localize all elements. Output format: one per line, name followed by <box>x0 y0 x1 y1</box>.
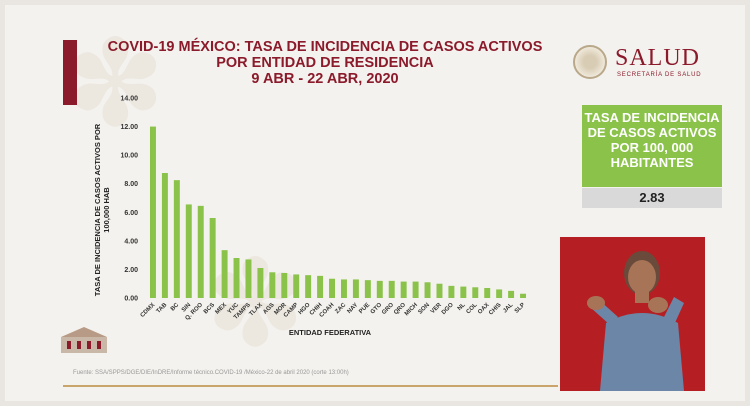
bar-qroo <box>197 205 204 298</box>
bar-tamps <box>245 259 252 298</box>
bar-pue <box>364 280 371 298</box>
x-tick-label: MICH <box>404 302 419 317</box>
x-tick-label: SON <box>417 302 430 315</box>
y-tick-label: 0.00 <box>124 296 138 303</box>
footer-divider <box>63 385 558 387</box>
bar-yuc <box>233 258 240 298</box>
x-tick-label: SIN <box>181 302 192 313</box>
x-tick-label: BCS <box>203 302 216 315</box>
chart-title: COVID-19 MÉXICO: TASA DE INCIDENCIA DE C… <box>75 39 575 87</box>
bar-bcs <box>209 218 216 298</box>
kpi-label: TASA DE INCIDENCIA DE CASOS ACTIVOS POR … <box>582 105 722 187</box>
x-tick-label: TLAX <box>248 302 263 317</box>
bar-cdmx <box>149 126 156 298</box>
bar-son <box>424 282 431 298</box>
title-line-2: POR ENTIDAD DE RESIDENCIA <box>216 55 434 71</box>
y-tick-label: 8.00 <box>124 181 138 188</box>
x-axis-label: ENTIDAD FEDERATIVA <box>289 328 372 337</box>
x-tick-label: JAL <box>502 302 514 314</box>
bar-gto <box>376 280 383 298</box>
accent-bar <box>63 40 77 105</box>
bar-mex <box>221 250 228 298</box>
building-illustration <box>59 325 109 353</box>
salud-logo: SALUD SECRETARÍA DE SALUD <box>573 45 713 85</box>
bar-bc <box>173 180 180 298</box>
title-line-3: 9 ABR - 22 ABR, 2020 <box>251 71 399 87</box>
bar-nay <box>352 279 359 298</box>
bar-slp <box>520 293 527 298</box>
decorative-pattern: ✽ <box>65 15 166 154</box>
kpi-value: 2.83 <box>582 188 722 208</box>
bar-camp <box>293 274 300 298</box>
x-tick-label: PUE <box>358 302 371 315</box>
x-tick-label: ZAC <box>334 302 347 315</box>
seal-icon <box>573 45 607 79</box>
y-tick-label: 4.00 <box>124 238 138 245</box>
bar-jal <box>508 290 515 298</box>
slide: ✽ ✽ COVID-19 MÉXICO: TASA DE INCIDENCIA … <box>5 5 745 401</box>
bar-qro <box>400 281 407 298</box>
sign-language-interpreter <box>560 237 705 391</box>
bar-chih <box>317 275 324 298</box>
bar-ags <box>269 272 276 298</box>
bar-dgo <box>448 285 455 298</box>
bar-tab <box>161 173 168 298</box>
y-axis-label: TASA DE INCIDENCIA DE CASOS ACTIVOS POR1… <box>93 123 111 296</box>
title-line-1: COVID-19 MÉXICO: TASA DE INCIDENCIA DE C… <box>107 39 543 55</box>
bar-oax <box>484 288 491 298</box>
source-note: Fuente: SSA/SPPS/DGE/DIE/InDRE/Informe t… <box>73 370 349 376</box>
y-tick-label: 10.00 <box>120 153 138 160</box>
bar-coah <box>329 278 336 298</box>
x-tick-label: SLP <box>514 302 526 314</box>
bar-nl <box>460 286 467 298</box>
y-tick-label: 14.00 <box>120 96 138 103</box>
logo-word: SALUD <box>615 45 701 71</box>
y-tick-label: 6.00 <box>124 210 138 217</box>
x-tick-label: TAB <box>156 302 169 315</box>
bar-mor <box>281 273 288 298</box>
bar-chis <box>496 289 503 298</box>
bar-mich <box>412 281 419 298</box>
bar-col <box>472 287 479 298</box>
x-tick-label: COL <box>465 302 478 315</box>
bar-tlax <box>257 268 264 298</box>
x-tick-label: GTO <box>370 302 384 316</box>
bar-chart: 0.00 2.00 4.00 6.00 8.00 10.00 12.00 14.00 CDMX… <box>93 96 527 338</box>
bar-sin <box>185 204 192 298</box>
x-tick-label: MEX <box>215 302 228 315</box>
bar-zac <box>340 279 347 298</box>
y-tick-label: 2.00 <box>124 267 138 274</box>
y-tick-label: 12.00 <box>120 124 138 131</box>
x-tick-label: DGO <box>441 302 455 316</box>
bar-ver <box>436 283 443 298</box>
x-tick-label: NAY <box>347 302 360 315</box>
x-tick-label: BC <box>170 302 181 313</box>
bar-gro <box>388 280 395 298</box>
x-tick-label: CHIS <box>488 302 502 316</box>
bar-hgo <box>305 275 312 298</box>
x-tick-label: NL <box>457 302 467 312</box>
x-tick-label: GRO <box>381 302 395 316</box>
logo-subtitle: SECRETARÍA DE SALUD <box>617 72 702 78</box>
x-tick-label: CDMX <box>140 302 157 319</box>
